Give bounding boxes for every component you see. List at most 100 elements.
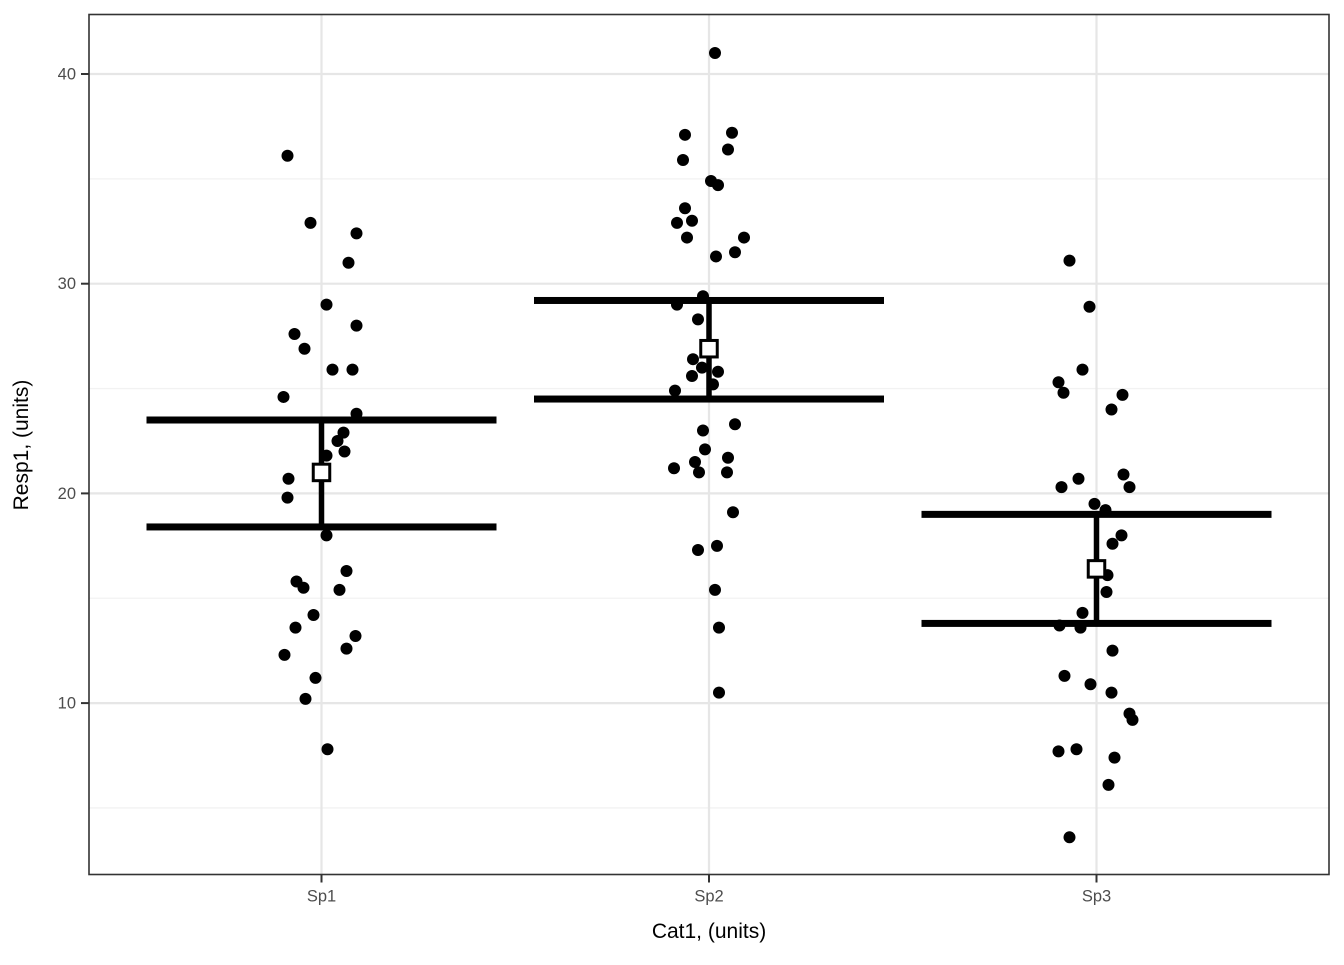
data-point	[304, 216, 317, 229]
data-point	[687, 353, 699, 366]
data-point	[277, 390, 290, 403]
data-point	[722, 451, 734, 464]
data-point	[686, 214, 698, 227]
data-point	[696, 361, 708, 374]
data-point	[686, 369, 698, 382]
data-point	[710, 250, 722, 263]
data-point	[340, 642, 353, 655]
data-point	[1102, 778, 1115, 791]
data-point	[1076, 606, 1089, 619]
data-point	[281, 149, 294, 162]
data-point	[342, 256, 355, 269]
data-point	[1100, 585, 1113, 598]
data-point	[1105, 686, 1118, 699]
mean-marker	[311, 462, 332, 483]
crossbar-upper	[534, 296, 884, 304]
data-point	[721, 466, 733, 479]
data-point	[1063, 831, 1076, 844]
data-point	[1106, 644, 1119, 657]
data-point	[1126, 713, 1139, 726]
data-point	[1116, 388, 1129, 401]
data-point	[309, 671, 322, 684]
data-point	[1052, 376, 1065, 389]
data-point	[1088, 497, 1101, 510]
data-point	[320, 298, 333, 311]
data-point	[337, 426, 350, 439]
data-point	[1058, 669, 1071, 682]
data-point	[729, 418, 741, 431]
data-point	[689, 455, 701, 468]
axis-layer: 10 20 30 40 Sp1 Sp2 Sp3	[58, 66, 1112, 906]
data-point	[338, 445, 351, 458]
data-point	[350, 319, 363, 332]
data-point	[1123, 481, 1136, 494]
data-point	[669, 384, 681, 397]
data-point	[671, 216, 683, 229]
data-point	[349, 629, 362, 642]
data-point	[282, 472, 295, 485]
data-point	[1072, 472, 1085, 485]
data-point	[727, 506, 739, 519]
data-point	[1083, 300, 1096, 313]
data-point	[350, 227, 363, 240]
y-tick-label: 10	[58, 695, 76, 713]
data-point	[321, 743, 334, 756]
mean-marker	[1086, 559, 1107, 579]
data-point	[726, 126, 738, 139]
summary-layer	[146, 296, 1272, 627]
x-tick-label: Sp2	[694, 888, 723, 906]
data-point	[668, 462, 680, 475]
data-point	[692, 313, 704, 326]
data-point	[677, 153, 689, 166]
data-point	[1057, 386, 1070, 399]
data-point	[297, 581, 310, 594]
data-point	[712, 179, 724, 192]
x-tick-label: Sp1	[307, 888, 336, 906]
data-point	[699, 443, 711, 456]
data-point	[340, 564, 353, 577]
data-point	[692, 544, 704, 557]
data-point	[278, 648, 291, 661]
crossbar-lower	[921, 619, 1272, 627]
data-point	[1084, 678, 1097, 691]
data-point	[697, 424, 709, 437]
data-point	[326, 363, 339, 376]
data-point	[289, 621, 302, 634]
data-point	[307, 609, 320, 622]
data-point	[681, 231, 693, 244]
data-point	[722, 143, 734, 156]
y-tick-label: 40	[58, 66, 76, 84]
mean-marker	[699, 338, 719, 359]
data-point	[1106, 537, 1119, 550]
data-point	[712, 365, 724, 378]
x-axis-title: Cat1, (units)	[652, 920, 766, 943]
data-point	[738, 231, 750, 244]
data-point	[1052, 745, 1065, 758]
data-point	[346, 363, 359, 376]
y-tick-label: 30	[58, 275, 76, 293]
data-point	[713, 686, 725, 699]
data-point	[709, 583, 721, 596]
data-point	[709, 47, 721, 60]
crossbar-upper	[921, 510, 1272, 518]
data-point	[299, 692, 312, 705]
data-point	[679, 202, 691, 215]
data-point	[288, 328, 301, 341]
crossbar-lower	[534, 395, 884, 403]
data-point	[1076, 363, 1089, 376]
data-point	[693, 466, 705, 479]
grid-layer	[89, 14, 1329, 875]
crossbar-lower	[146, 523, 497, 531]
data-point	[1117, 468, 1130, 481]
data-point	[320, 529, 333, 542]
data-point	[1063, 254, 1076, 267]
data-point	[333, 583, 346, 596]
data-point	[711, 539, 723, 552]
x-tick-label: Sp3	[1082, 888, 1111, 906]
data-point	[298, 342, 311, 355]
data-point	[1070, 743, 1083, 756]
data-point	[1105, 403, 1118, 416]
data-point	[729, 246, 741, 259]
